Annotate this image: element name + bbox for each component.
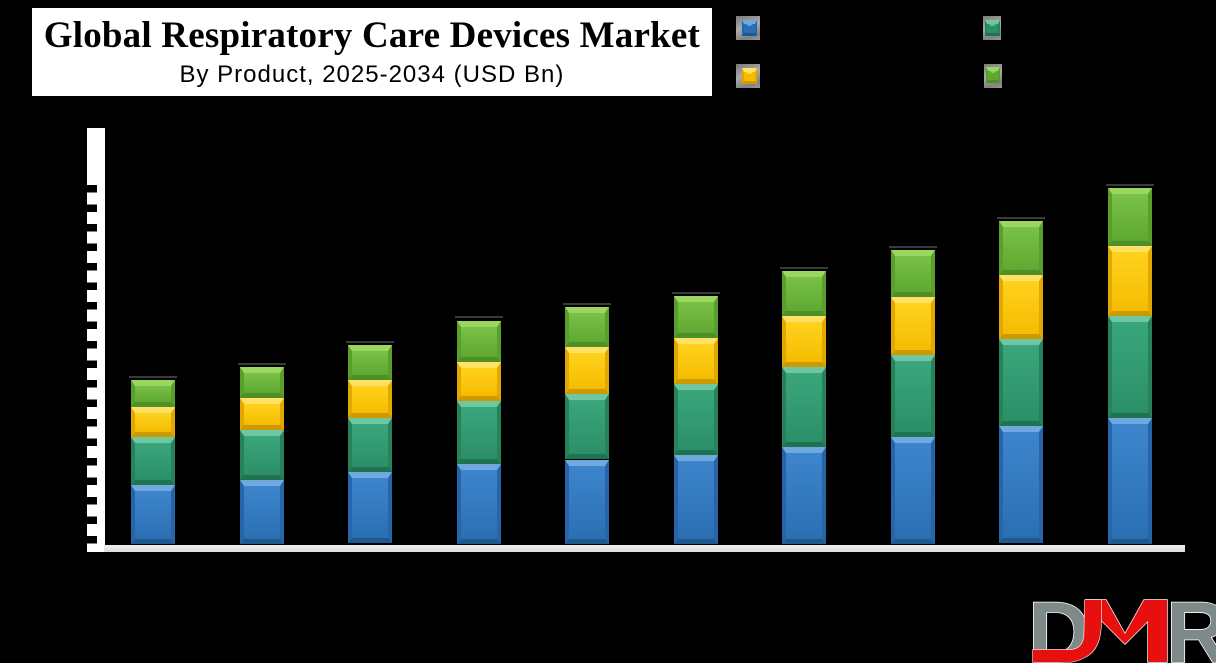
svg-text:R: R: [1166, 585, 1216, 663]
